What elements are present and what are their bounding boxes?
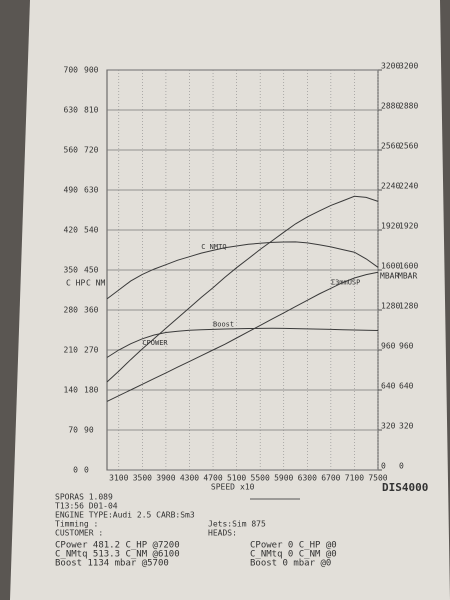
series-line: [106, 327, 379, 358]
series-line: [106, 271, 379, 402]
y-tick-label: 140: [64, 386, 79, 395]
x-tick-label: 5900: [274, 474, 293, 483]
y-tick-label: 350: [64, 266, 79, 275]
y2-tick-label: 960: [399, 342, 414, 351]
x-axis-unit: x10: [240, 483, 255, 492]
y2-tick-label: 1280: [381, 302, 400, 311]
y2-tick-label: 3200: [381, 62, 400, 71]
y3-tick-label: 810: [84, 106, 99, 115]
x-tick-label: 6700: [321, 474, 340, 483]
x-axis-label: SPEED: [211, 483, 235, 492]
x-tick-label: 4700: [203, 474, 222, 483]
result-line: C_NMtq 0 C_NM @0: [250, 550, 337, 560]
y-tick-label: 210: [64, 346, 79, 355]
y2-tick-label: 1600: [381, 262, 400, 271]
y2-tick-label: 320: [381, 422, 396, 431]
y3-tick-label: 540: [84, 226, 99, 235]
y2-tick-label: 640: [381, 382, 396, 391]
series-label: Σ3mmUSP: [331, 278, 361, 286]
series-line: [106, 195, 379, 383]
y-axis-label: C HP: [66, 279, 85, 288]
result-line: C_NMtq 513.3 C_NM @6100: [55, 550, 180, 560]
y-tick-label: 490: [64, 186, 79, 195]
info-line: SPORAS 1.089: [55, 493, 113, 502]
x-tick-label: 5100: [227, 474, 246, 483]
series-label: Boost: [213, 320, 234, 328]
y3-tick-label: 450: [84, 266, 99, 275]
result-line: CPower 0 C_HP @0: [250, 541, 337, 551]
info-line: ENGINE TYPE:Audi 2.5 CARB:Sm3: [55, 511, 195, 520]
y-tick-label: 280: [64, 306, 79, 315]
result-line: Boost 0 mbar @0: [250, 559, 331, 569]
y2-tick-label: 320: [399, 422, 414, 431]
y-tick-label: 70: [68, 426, 78, 435]
y2-tick-label: 640: [399, 382, 414, 391]
y2-tick-label: 2560: [399, 142, 418, 151]
x-tick-label: 3500: [133, 474, 152, 483]
y2-tick-label: 3200: [399, 62, 418, 71]
info-line: Timming :: [55, 520, 98, 529]
y3-tick-label: 270: [84, 346, 99, 355]
x-tick-label: 6300: [298, 474, 317, 483]
y2-axis-label: MBAR: [380, 272, 399, 281]
y3-tick-label: 90: [84, 426, 94, 435]
y3-tick-label: 0: [84, 466, 89, 475]
x-tick-label: 7100: [345, 474, 364, 483]
x-tick-label: 7500: [368, 474, 387, 483]
info-line: HEADS:: [208, 529, 237, 538]
y3-tick-label: 180: [84, 386, 99, 395]
y2-tick-label: 2880: [399, 102, 418, 111]
y3-tick-label: 360: [84, 306, 99, 315]
y-tick-label: 0: [73, 466, 78, 475]
y2-tick-label: 2880: [381, 102, 400, 111]
x-tick-label: 4300: [180, 474, 199, 483]
series-line: [106, 241, 379, 300]
y2-tick-label: 1920: [399, 222, 418, 231]
y2-tick-label: 1600: [399, 262, 418, 271]
y3-tick-label: 630: [84, 186, 99, 195]
y2-tick-label: 2240: [381, 182, 400, 191]
y3-axis-label: C NM: [86, 279, 105, 288]
brand: DIS4000: [382, 481, 428, 494]
info-line: T13:56 D01-04: [55, 502, 118, 511]
y-tick-label: 630: [64, 106, 79, 115]
y2-tick-label: 1280: [399, 302, 418, 311]
y2-tick-label: 2240: [399, 182, 418, 191]
y2-tick-label: 0: [399, 462, 404, 471]
result-line: CPower 481.2 C_HP @7200: [55, 541, 180, 551]
x-tick-label: 3100: [109, 474, 128, 483]
info-line: Jets:Sim 875: [208, 520, 266, 529]
y-tick-label: 700: [64, 66, 79, 75]
result-line: Boost 1134 mbar @5700: [55, 559, 169, 569]
y-tick-label: 560: [64, 146, 79, 155]
y2-axis-label: MBAR: [398, 272, 417, 281]
y2-tick-label: 0: [381, 462, 386, 471]
y-tick-label: 420: [64, 226, 79, 235]
y2-tick-label: 1920: [381, 222, 400, 231]
x-tick-label: 5500: [251, 474, 270, 483]
y2-tick-label: 2560: [381, 142, 400, 151]
info-line: CUSTOMER :: [55, 529, 103, 538]
series-label: C NMTQ: [201, 243, 226, 251]
x-tick-label: 3900: [156, 474, 175, 483]
y3-tick-label: 720: [84, 146, 99, 155]
series-label: CPOWER: [142, 339, 168, 347]
y2-tick-label: 960: [381, 342, 396, 351]
y3-tick-label: 900: [84, 66, 99, 75]
